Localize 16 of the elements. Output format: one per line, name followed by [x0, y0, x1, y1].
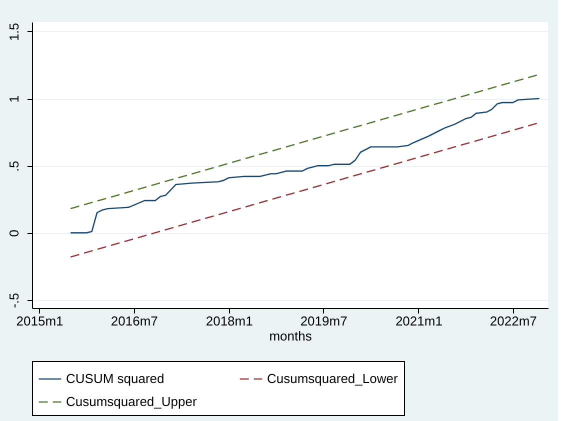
x-axis-title: months [269, 328, 312, 344]
y-tick-label: 1 [6, 95, 22, 103]
x-tick-label: 2019m7 [300, 314, 348, 328]
line-series [70, 98, 540, 234]
y-tick-label: -.5 [6, 292, 22, 308]
y-tick-label: 1.5 [6, 22, 22, 41]
x-tick-label: 2018m1 [206, 314, 253, 328]
x-tick-label: 2021m1 [395, 314, 442, 328]
legend-label: CUSUM squared [66, 371, 164, 386]
x-tick-label: 2016m7 [110, 314, 158, 328]
x-tick-label: 2022m7 [490, 314, 537, 328]
y-tick-label: .5 [6, 160, 22, 172]
x-tick-label: 2015m1 [16, 314, 64, 328]
legend-label: Cusumsquared_Upper [66, 394, 198, 409]
y-tick-label: 0 [6, 230, 22, 237]
legend-label: Cusumsquared_Lower [267, 371, 398, 386]
